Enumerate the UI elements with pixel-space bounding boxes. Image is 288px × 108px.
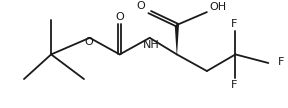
Text: O: O <box>115 12 124 22</box>
Text: F: F <box>278 57 284 67</box>
Text: O: O <box>137 1 145 11</box>
Text: F: F <box>231 80 237 90</box>
Text: O: O <box>84 37 93 47</box>
Text: F: F <box>231 19 237 29</box>
Text: NH: NH <box>143 40 160 50</box>
Polygon shape <box>175 25 179 54</box>
Text: OH: OH <box>210 2 227 12</box>
